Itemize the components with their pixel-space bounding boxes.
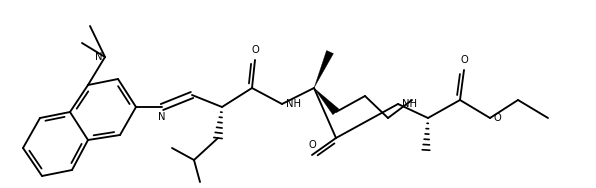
Text: NH: NH (402, 99, 417, 109)
Text: O: O (251, 45, 259, 55)
Text: N: N (159, 112, 166, 122)
Polygon shape (314, 88, 339, 115)
Text: NH: NH (286, 99, 301, 109)
Text: O: O (460, 55, 468, 65)
Text: O: O (308, 140, 316, 150)
Polygon shape (314, 50, 334, 88)
Text: N: N (95, 52, 103, 62)
Text: O: O (494, 113, 502, 123)
